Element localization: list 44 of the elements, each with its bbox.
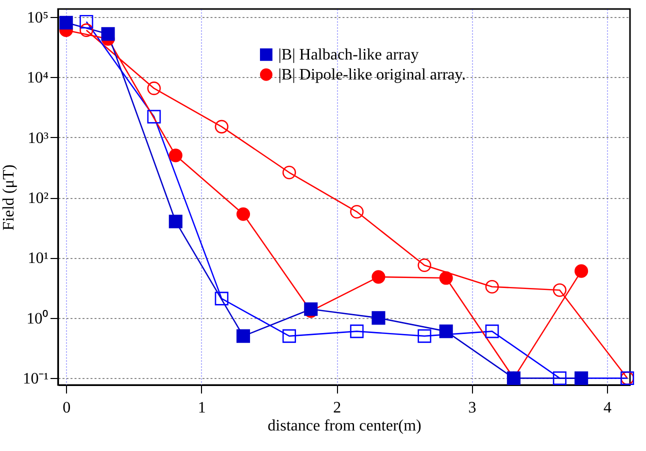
point xyxy=(574,264,588,278)
point xyxy=(236,329,250,343)
point xyxy=(59,16,73,30)
point xyxy=(214,120,228,134)
point xyxy=(282,166,296,180)
point xyxy=(372,270,386,284)
point xyxy=(552,283,566,297)
y-tick-label: 10⁰ xyxy=(26,309,48,328)
point xyxy=(101,27,115,41)
x-tick-label: 1 xyxy=(198,400,206,416)
y-tick-label: 10⁻¹ xyxy=(22,370,49,388)
point xyxy=(372,311,386,325)
y-tick-label: 10⁴ xyxy=(26,70,49,87)
point xyxy=(574,371,588,385)
x-tick-label: 4 xyxy=(604,400,612,416)
y-tick-label: 10¹ xyxy=(28,250,49,268)
point xyxy=(418,258,432,272)
point xyxy=(350,204,364,219)
x-axis-title: distance from center(m) xyxy=(268,418,422,434)
y-axis-title: Field (μT) xyxy=(0,164,18,230)
y-tick-label: 10⁵ xyxy=(26,9,48,26)
point xyxy=(439,271,453,285)
point xyxy=(350,324,364,338)
point xyxy=(168,148,182,162)
point xyxy=(418,329,432,343)
point xyxy=(147,110,161,124)
point xyxy=(485,324,499,338)
x-tick-label: 3 xyxy=(468,400,476,416)
point xyxy=(214,292,228,306)
point xyxy=(439,324,453,338)
legend-label: |B| Dipole-like original array. xyxy=(278,66,466,84)
point xyxy=(282,329,296,343)
point xyxy=(168,214,182,228)
point xyxy=(80,23,94,37)
y-tick-label: 10² xyxy=(28,190,49,208)
legend-label: |B| Halbach-like array xyxy=(278,46,419,64)
point xyxy=(485,280,499,294)
point xyxy=(552,371,566,385)
point xyxy=(236,207,250,221)
x-tick-label: 0 xyxy=(62,400,71,416)
x-tick-label: 2 xyxy=(333,400,342,416)
point xyxy=(147,82,161,96)
point xyxy=(80,14,94,28)
y-tick-label: 10³ xyxy=(28,130,49,147)
